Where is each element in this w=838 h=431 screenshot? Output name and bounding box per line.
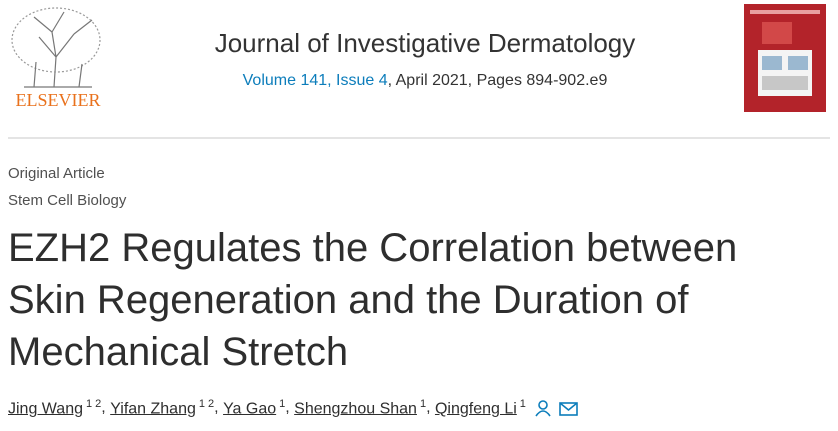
- article-section: Stem Cell Biology: [8, 192, 127, 209]
- author-affiliation[interactable]: 1 2: [198, 398, 215, 410]
- author-icons[interactable]: [534, 398, 584, 418]
- author[interactable]: Yifan Zhang 1 2: [110, 398, 214, 418]
- author-name[interactable]: Ya Gao: [223, 400, 277, 418]
- author-name[interactable]: Qingfeng Li: [434, 400, 517, 418]
- icon-group[interactable]: [535, 400, 578, 417]
- date-pages: , April 2021, Pages 894-902.e9: [387, 72, 608, 89]
- author-name[interactable]: Jing Wang: [8, 400, 83, 418]
- author[interactable]: Qingfeng Li 1: [435, 398, 526, 418]
- divider: [8, 137, 830, 139]
- issue-info: Volume 141, Issue 4, April 2021, Pages 8…: [150, 72, 700, 90]
- author-name[interactable]: Shengzhou Shan: [294, 400, 417, 418]
- author-affiliation[interactable]: 1: [279, 398, 286, 410]
- publisher-logo[interactable]: ELSEVIER: [4, 2, 114, 114]
- author[interactable]: Shengzhou Shan 1: [294, 398, 426, 418]
- author-separator: ,: [101, 399, 111, 417]
- author-separator: ,: [214, 399, 224, 417]
- author-affiliation[interactable]: 1: [419, 398, 427, 410]
- journal-cover[interactable]: ​: [744, 4, 826, 112]
- author-affiliation[interactable]: 1: [519, 398, 526, 410]
- author-name[interactable]: Yifan Zhang: [110, 400, 196, 418]
- article-title: EZH2 Regulates the Correlation between S…: [8, 226, 738, 374]
- author-affiliation[interactable]: 1 2: [86, 398, 102, 410]
- author-separator: ,: [426, 399, 435, 417]
- author[interactable]: Ya Gao 1: [223, 398, 285, 418]
- author[interactable]: Jing Wang 1 2: [8, 398, 101, 418]
- issue-link[interactable]: Volume 141, Issue 4: [242, 72, 388, 89]
- author-list: Jing Wang 1 2, Yifan Zhang 1 2, Ya Gao 1, S…: [8, 398, 584, 418]
- journal-title[interactable]: Journal of Investigative Dermatology: [214, 28, 636, 58]
- publisher-name: ELSEVIER: [16, 90, 101, 110]
- article-type: Original Article: [8, 165, 105, 182]
- author-separator: ,: [285, 399, 295, 417]
